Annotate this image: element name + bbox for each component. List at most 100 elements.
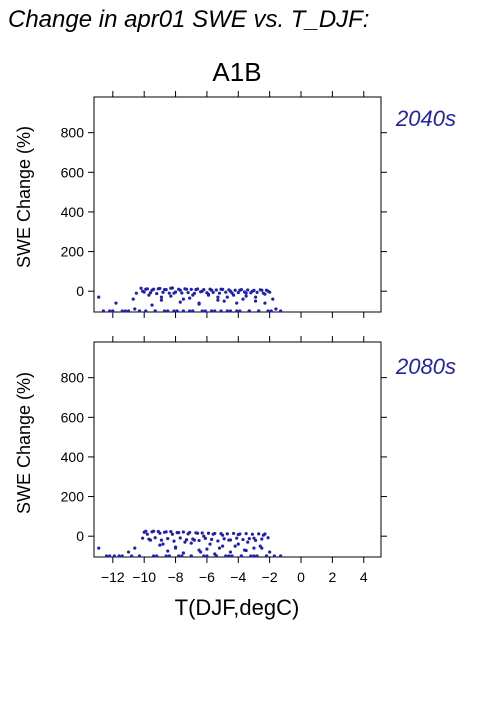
data-point	[197, 548, 201, 552]
data-point	[137, 309, 142, 313]
data-point	[266, 309, 270, 313]
panel-2080s: 2080s SWE Change (%) 0 200 400 600 800 −12 −10…	[14, 336, 456, 585]
data-point	[126, 309, 131, 313]
data-point	[244, 532, 248, 536]
y-tick-label: 800	[61, 125, 85, 141]
data-point	[142, 290, 146, 294]
data-point	[155, 291, 159, 296]
data-point	[263, 532, 267, 536]
panel-2040s: 2040s SWE Change (%) 0 200 400 600 800	[14, 91, 456, 318]
data-point	[180, 554, 184, 558]
data-point	[264, 554, 269, 558]
data-point	[221, 287, 225, 292]
y-axis-label-2080s: SWE Change (%)	[14, 372, 34, 514]
data-point	[279, 309, 283, 313]
data-point	[137, 554, 142, 558]
data-point	[161, 290, 165, 294]
data-point	[233, 288, 237, 292]
data-point	[258, 288, 262, 292]
data-point	[167, 291, 171, 295]
data-point	[274, 307, 278, 311]
data-point	[133, 307, 137, 311]
data-point	[159, 298, 164, 302]
data-point	[222, 299, 226, 303]
data-point	[255, 554, 259, 558]
data-point	[111, 309, 115, 313]
data-point	[247, 536, 251, 541]
data-point	[181, 530, 185, 534]
data-point	[238, 309, 242, 313]
data-point	[216, 295, 220, 299]
data-point	[183, 540, 187, 544]
data-point	[224, 290, 228, 294]
data-point	[153, 309, 157, 313]
data-point	[241, 297, 245, 301]
data-point	[235, 536, 239, 540]
data-point	[155, 554, 159, 558]
data-point	[108, 309, 112, 313]
data-point	[227, 288, 231, 292]
data-point	[188, 530, 192, 535]
plot-frame-2080s	[93, 341, 382, 558]
data-point	[242, 290, 247, 294]
data-point	[167, 554, 171, 558]
data-point	[189, 287, 193, 292]
data-point	[186, 290, 190, 295]
x-tick-label: −10	[132, 569, 156, 585]
data-point	[123, 309, 127, 313]
data-point	[184, 538, 189, 542]
data-point	[147, 293, 151, 297]
data-point	[230, 291, 234, 295]
data-point	[269, 309, 273, 313]
data-point	[144, 529, 148, 533]
data-point	[213, 531, 217, 536]
data-point	[233, 544, 237, 548]
data-point	[214, 554, 218, 558]
data-point	[239, 554, 244, 558]
data-point	[219, 309, 223, 313]
data-point	[173, 290, 178, 294]
data-point	[181, 309, 185, 313]
data-point	[199, 290, 203, 294]
data-point	[228, 550, 233, 554]
data-point	[236, 290, 240, 295]
data-point	[268, 550, 272, 554]
x-tick-label: −2	[262, 569, 278, 585]
data-point	[238, 532, 242, 536]
data-point	[173, 545, 178, 549]
data-point	[239, 288, 244, 292]
data-point	[178, 300, 182, 304]
data-point	[144, 309, 148, 313]
data-point	[224, 554, 228, 558]
data-point	[120, 309, 124, 313]
data-point	[222, 537, 226, 541]
data-point	[252, 546, 256, 550]
data-point	[112, 554, 116, 558]
data-point	[266, 536, 270, 540]
data-point	[225, 295, 229, 299]
x-tick-label: −12	[101, 569, 125, 585]
data-point	[108, 554, 112, 558]
data-point	[175, 531, 179, 535]
data-point	[202, 288, 206, 292]
data-point	[169, 530, 173, 534]
data-point	[191, 537, 195, 541]
data-point	[164, 288, 168, 292]
data-point	[253, 538, 258, 542]
data-point	[181, 297, 185, 301]
y-tick-label: 200	[61, 489, 85, 505]
data-point	[263, 292, 267, 296]
data-point	[211, 290, 215, 294]
data-point	[208, 287, 212, 291]
x-tick-label: −4	[230, 569, 246, 585]
data-point	[97, 546, 101, 550]
data-point	[221, 544, 225, 548]
data-point	[192, 291, 196, 295]
data-point	[150, 303, 154, 307]
data-point	[263, 301, 267, 305]
data-point	[260, 537, 264, 541]
data-point	[210, 537, 214, 541]
points-2080s	[97, 529, 283, 558]
data-point	[194, 531, 198, 535]
